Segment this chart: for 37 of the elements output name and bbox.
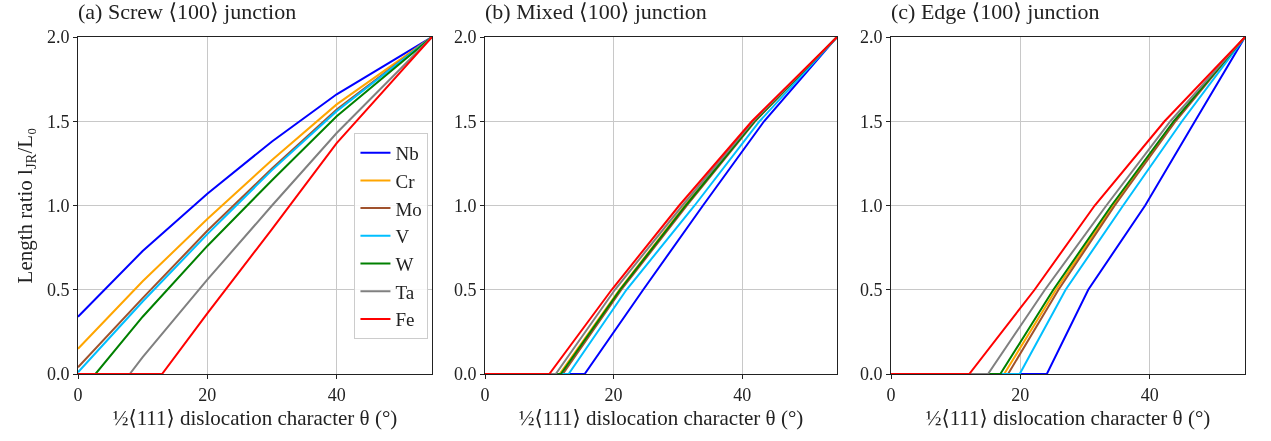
chart-title: (b) Mixed ⟨100⟩ junction	[485, 0, 707, 25]
x-tick-label: 0	[73, 384, 83, 405]
y-tick-label: 0.5	[46, 280, 70, 301]
legend-label: Nb	[395, 143, 419, 165]
x-tick-label: 20	[604, 384, 623, 405]
legend-label: Mo	[395, 198, 422, 220]
y-tick-label: 1.0	[453, 195, 477, 216]
y-tick-label: 2.0	[859, 27, 883, 48]
x-tick-label: 0	[480, 384, 490, 405]
y-tick-label: 2.0	[46, 27, 70, 48]
x-axis-title: ½⟨111⟩ dislocation character θ (°)	[112, 405, 398, 430]
x-tick-label: 20	[198, 384, 217, 405]
y-tick-label: 0.5	[453, 280, 477, 301]
y-tick-label: 1.5	[46, 111, 70, 132]
legend-label: Cr	[395, 170, 416, 192]
y-tick-label: 2.0	[453, 27, 477, 48]
y-tick-label: 1.0	[46, 195, 70, 216]
y-tick-label: 0.0	[859, 364, 883, 385]
chart-title: (c) Edge ⟨100⟩ junction	[891, 0, 1100, 25]
y-tick-label: 1.5	[859, 111, 883, 132]
x-tick-label: 40	[733, 384, 752, 405]
legend-label: V	[395, 226, 410, 248]
legend-label: W	[395, 253, 414, 275]
y-tick-label: 1.0	[859, 195, 883, 216]
legend-label: Ta	[395, 281, 415, 303]
legend-label: Fe	[395, 309, 415, 331]
x-tick-label: 40	[327, 384, 346, 405]
x-tick-label: 40	[1140, 384, 1159, 405]
x-tick-label: 20	[1011, 384, 1030, 405]
x-tick-label: 0	[886, 384, 896, 405]
y-tick-label: 0.5	[859, 280, 883, 301]
y-tick-label: 0.0	[453, 364, 477, 385]
y-tick-label: 0.0	[46, 364, 70, 385]
x-axis-title: ½⟨111⟩ dislocation character θ (°)	[925, 405, 1211, 430]
x-axis-title: ½⟨111⟩ dislocation character θ (°)	[518, 405, 804, 430]
y-tick-label: 1.5	[453, 111, 477, 132]
chart-title: (a) Screw ⟨100⟩ junction	[78, 0, 297, 25]
